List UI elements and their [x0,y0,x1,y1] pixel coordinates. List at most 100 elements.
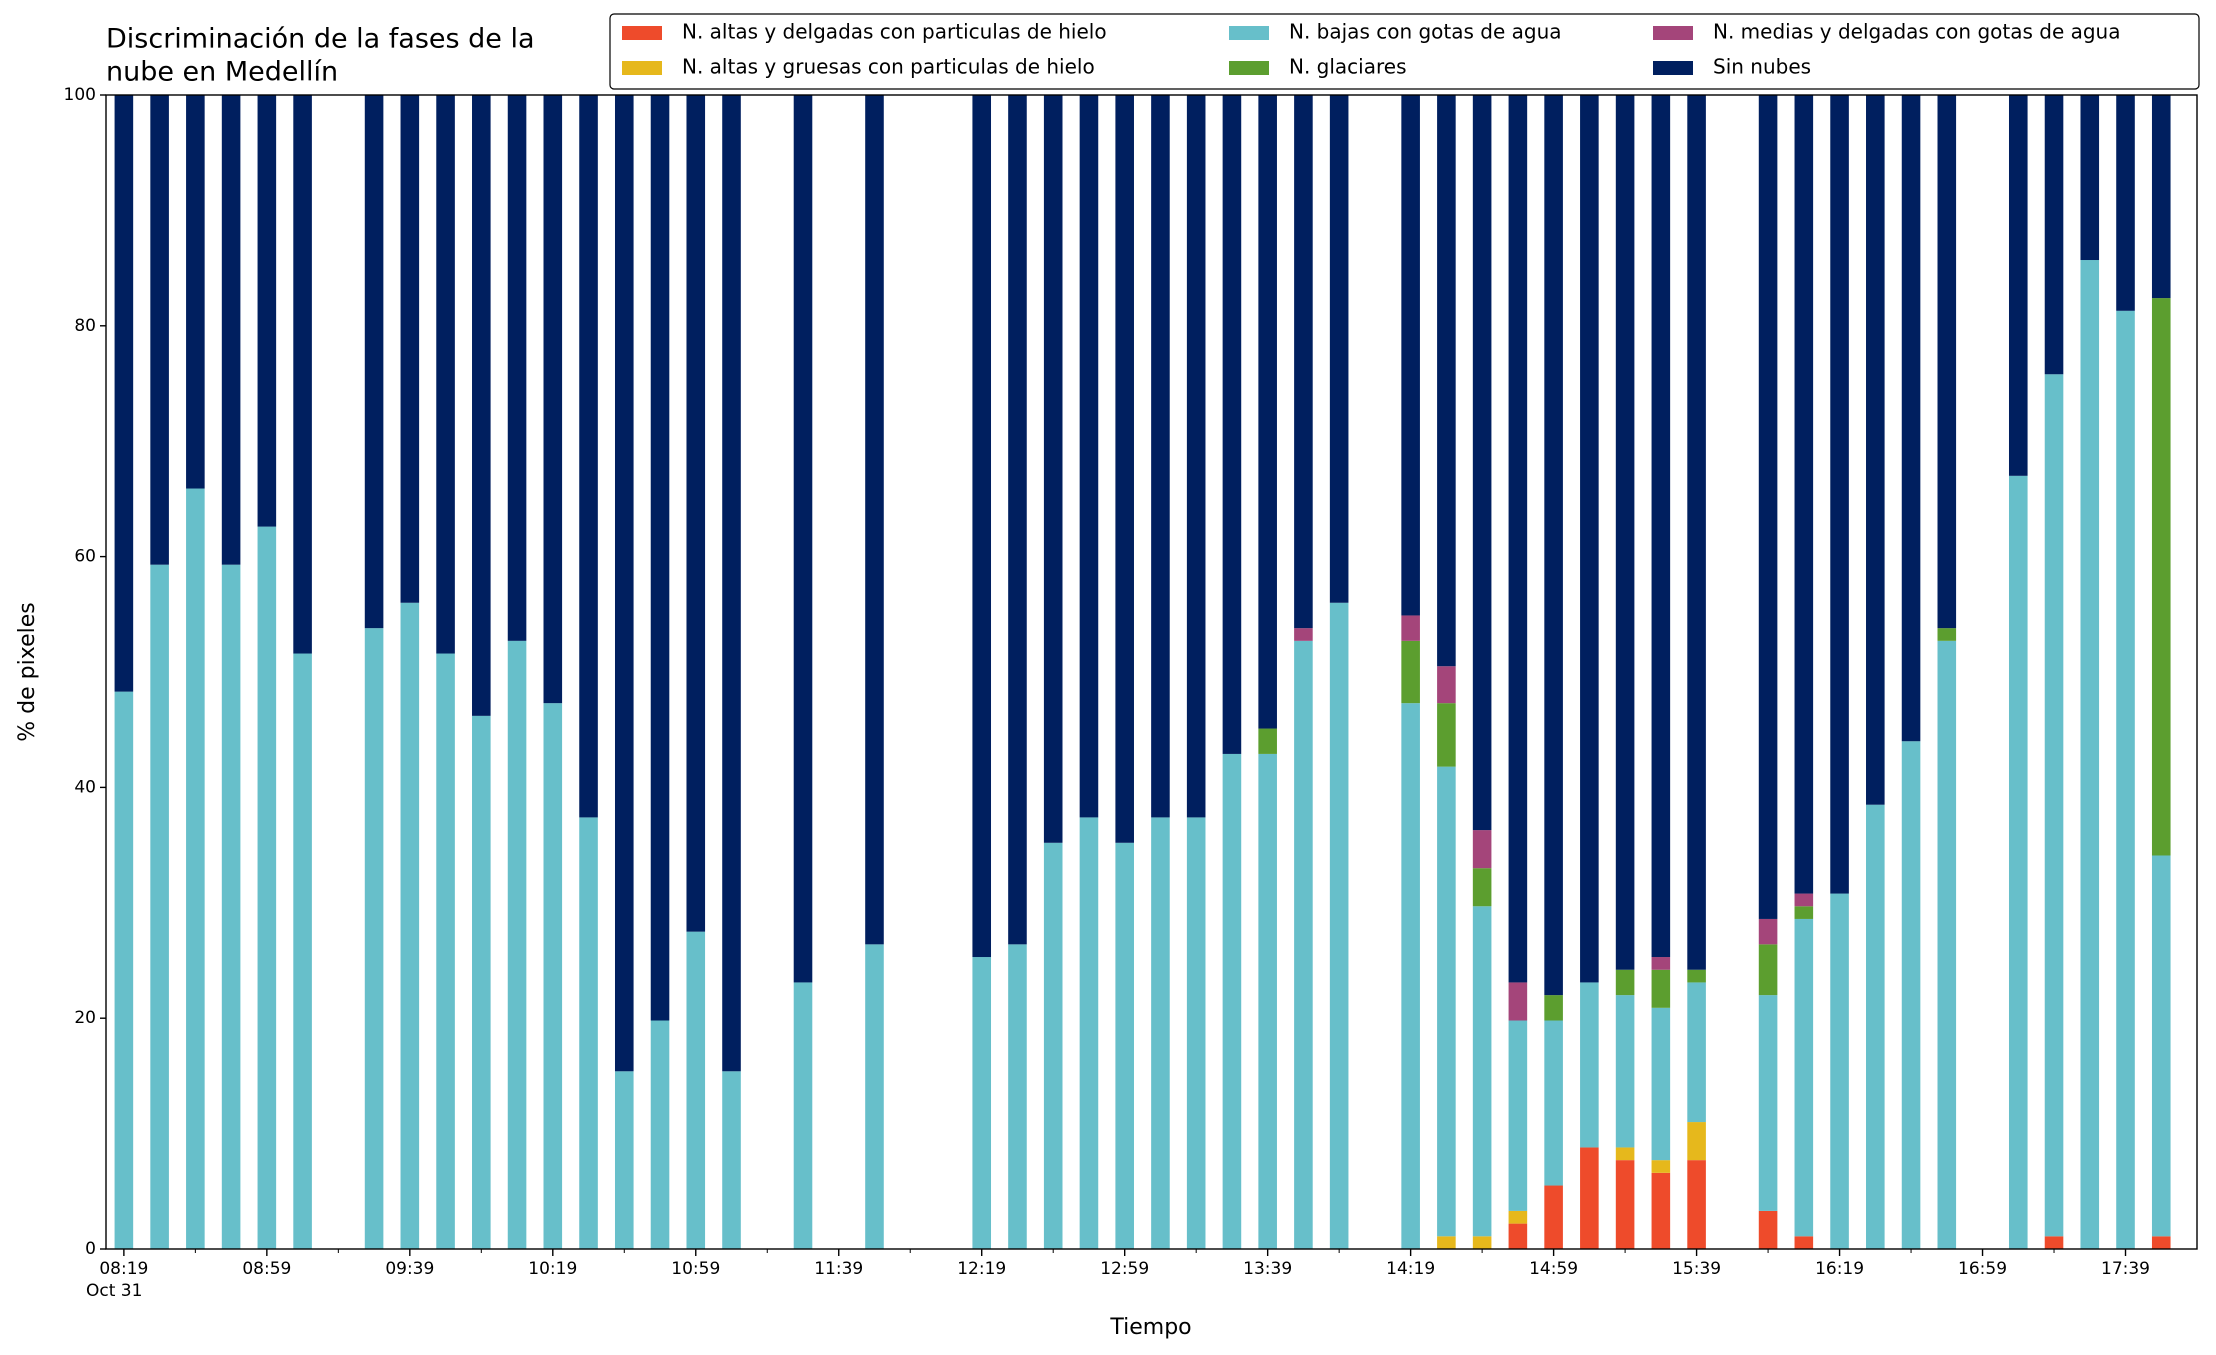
bar-segment [1472,95,1492,831]
bar-segment [1580,982,1599,1148]
bar-segment [614,95,634,1072]
x-tick-label: 15:39 [1672,1259,1721,1279]
bar-segment [2008,475,2028,1249]
x-tick-label: 13:39 [1243,1259,1292,1279]
bar-segment [1115,842,1134,1249]
bar-segment [1866,95,1885,805]
bar-segment [1651,1160,1671,1173]
bar-segment [543,95,563,704]
bar-segment [1329,602,1349,1249]
bar-segment [1794,893,1814,907]
bar-segment [2151,1236,2171,1249]
bar-segment [1258,95,1277,729]
bar-segment [1079,95,1099,818]
legend-swatch [1229,26,1269,40]
legend-swatch [1653,61,1693,75]
bar-segment [1758,1210,1778,1249]
bar-segment [1008,95,1027,945]
bar-segment [1580,95,1599,983]
bar-segment [1830,893,1849,1249]
bar-segment [2151,855,2171,1237]
bar-segment [1615,1147,1635,1161]
bar-segment [2080,260,2100,1250]
y-tick-label: 80 [74,316,96,336]
bar-segment [1651,1007,1671,1161]
bar-segment [793,982,813,1249]
plot-frame [105,94,2198,1250]
bar-segment [579,95,598,818]
bar-segment [1544,1020,1563,1186]
bar-segment [722,95,741,1072]
bar-segment [686,95,706,932]
legend-swatch [1229,61,1269,75]
chart-title: nube en Medellín [106,57,338,88]
bar-segment [1437,766,1456,1237]
bar-segment [1151,817,1170,1249]
bar-segment [1401,615,1420,641]
bar-segment [472,95,491,716]
bar-segment [686,931,706,1249]
bar-segment [650,1020,670,1249]
x-tick-label: 12:19 [957,1259,1006,1279]
y-tick-label: 0 [85,1239,96,1259]
bar-segment [1508,95,1528,983]
bar-segment [865,95,884,945]
x-date-label: Oct 31 [86,1281,142,1301]
bar-segment [1758,918,1778,945]
legend-label: N. bajas con gotas de agua [1289,20,1562,44]
bar-segment [2080,95,2100,261]
bar-segment [1687,969,1706,983]
bar-segment [114,691,134,1249]
bar-segment [1544,995,1563,1021]
bar-segment [1687,95,1706,970]
bar-segment [2044,95,2064,375]
legend-swatch [622,26,662,40]
bar-segment [1937,628,1957,641]
bar-segment [1437,703,1456,767]
bar-segment [1008,944,1027,1249]
legend-label: N. medias y delgadas con gotas de agua [1713,20,2121,44]
x-tick-label: 10:59 [671,1259,720,1279]
bar-segment [1615,995,1635,1148]
bar-segment [865,944,884,1249]
bar-segment [1544,1185,1563,1249]
bar-segment [2116,95,2135,311]
bar-segment [2151,298,2171,856]
y-tick-label: 100 [64,85,96,105]
legend-swatch [1653,26,1693,40]
y-tick-label: 20 [74,1008,96,1028]
bar-segment [1794,95,1814,894]
bar-segment [1687,982,1706,1123]
bar-segment [1758,995,1778,1211]
bar-segment [1043,842,1063,1249]
x-tick-label: 08:19 [99,1259,148,1279]
bar-segment [1651,1172,1671,1249]
bar-segment [1437,1236,1456,1249]
bar-segment [1294,640,1313,1249]
bar-segment [507,640,527,1249]
bar-segment [1794,918,1814,1237]
bar-segment [1115,95,1134,843]
bar-segment [400,602,420,1249]
bar-segment [436,95,455,654]
bar-segment [1508,1223,1528,1249]
bar-segment [1615,1160,1635,1249]
bar-segment [1401,95,1420,616]
legend-label: N. altas y delgadas con particulas de hi… [682,20,1107,44]
bar-segment [1794,1236,1814,1249]
x-tick-label: 16:59 [1958,1259,2007,1279]
legend-label: Sin nubes [1713,55,1811,79]
bar-segment [2116,310,2135,1250]
bar-segment [1687,1160,1706,1249]
bar-segment [1508,1210,1528,1224]
bar-segment [114,95,134,692]
bar-segment [1794,906,1814,919]
bar-segment [293,95,312,654]
x-tick-label: 12:59 [1100,1259,1149,1279]
bar-segment [1580,1147,1599,1249]
bar-segment [507,95,527,641]
bar-segment [221,564,241,1249]
bar-segment [2151,95,2171,299]
bar-segment [2044,374,2064,1237]
chart-title: Discriminación de la fases de la [106,24,535,55]
